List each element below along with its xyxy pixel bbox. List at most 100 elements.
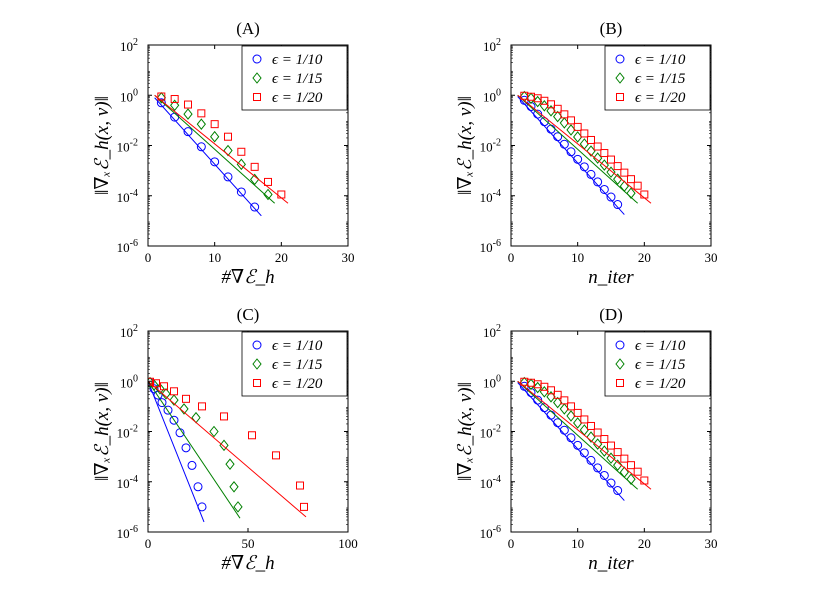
- data-point-square: [607, 155, 615, 164]
- data-point-diamond: [223, 144, 233, 157]
- data-point-square: [264, 177, 272, 186]
- y-tick-exponent: 2: [496, 37, 501, 48]
- y-tick-base: 10: [480, 476, 493, 491]
- y-tick-base: 10: [117, 190, 130, 205]
- data-point-diamond: [170, 99, 180, 112]
- y-tick-base: 10: [117, 140, 130, 155]
- data-point-diamond: [613, 173, 623, 185]
- data-point-square: [560, 110, 569, 119]
- x-tick-label: 0: [508, 250, 515, 265]
- y-tick-exponent: -2: [493, 138, 501, 149]
- y-tick-exponent: -2: [493, 424, 501, 435]
- data-point-diamond: [225, 458, 235, 470]
- y-tick-base: 10: [480, 526, 493, 541]
- data-point-square: [296, 481, 304, 490]
- y-tick-base: 10: [483, 39, 496, 54]
- data-point-diamond: [229, 480, 239, 493]
- legend-box: [241, 331, 348, 397]
- legend-marker-square: [253, 379, 261, 387]
- data-point-circle: [193, 482, 203, 492]
- data-point-circle: [593, 177, 603, 187]
- data-point-circle: [187, 460, 197, 470]
- y-tick-exponent: 0: [133, 87, 138, 98]
- y-tick-base: 10: [120, 325, 133, 340]
- y-tick-exponent: -2: [130, 138, 138, 149]
- series-square-line: [517, 94, 652, 204]
- y-tick-label: 10-6: [117, 238, 138, 255]
- data-point-square: [573, 408, 582, 417]
- data-point-diamond: [619, 180, 629, 193]
- x-tick-label: 20: [638, 536, 651, 551]
- data-point-diamond: [250, 173, 260, 186]
- legend-label: ϵ = 1/20: [272, 90, 323, 106]
- y-tick-base: 10: [480, 240, 493, 255]
- y-tick-label: 10-4: [480, 188, 501, 205]
- data-point-diamond: [191, 411, 201, 424]
- data-point-circle: [539, 117, 549, 127]
- data-point-diamond: [149, 379, 159, 391]
- y-tick-exponent: 0: [496, 373, 501, 384]
- legend-marker-circle: [252, 54, 262, 64]
- legend-marker-diamond: [252, 72, 262, 84]
- legend-marker-diamond: [615, 72, 625, 84]
- y-tick-base: 10: [120, 39, 133, 54]
- x-tick-label: 30: [705, 250, 718, 265]
- data-point-square: [600, 149, 609, 158]
- data-point-circle: [539, 403, 549, 413]
- data-point-circle: [613, 486, 623, 496]
- data-point-square: [248, 431, 256, 440]
- legend-label: ϵ = 1/10: [635, 52, 686, 68]
- legend-marker-square: [616, 379, 624, 387]
- data-point-square: [593, 428, 602, 437]
- legend-marker-circle: [252, 340, 262, 350]
- x-axis-label: n_iter: [588, 267, 634, 288]
- y-tick-exponent: -4: [130, 188, 138, 199]
- data-point-square: [152, 379, 160, 388]
- panel-title: (C): [237, 305, 260, 324]
- data-point-square: [607, 441, 615, 450]
- data-point-square: [210, 120, 219, 129]
- data-point-square: [277, 190, 286, 199]
- y-tick-base: 10: [117, 476, 130, 491]
- y-tick-exponent: -6: [493, 238, 501, 249]
- x-tick-label: 20: [638, 250, 651, 265]
- data-point-diamond: [619, 466, 629, 479]
- data-point-circle: [599, 470, 609, 480]
- panel-b: (B)0 10 20 3010210010-210-410-6n_iter‖∇ₓℰ_h…: [455, 19, 718, 288]
- legend-label: ϵ = 1/15: [272, 357, 323, 373]
- series-square-line: [148, 380, 307, 518]
- y-tick-label: 100: [483, 373, 501, 390]
- data-point-circle: [223, 172, 233, 182]
- x-tick-label: 10: [571, 250, 584, 265]
- y-axis-label: ‖∇ₓℰ_h(x, v)‖: [455, 96, 476, 195]
- data-point-circle: [573, 154, 583, 164]
- data-point-square: [547, 386, 555, 395]
- data-point-circle: [163, 405, 173, 415]
- data-point-square: [198, 402, 206, 411]
- data-point-square: [613, 162, 622, 171]
- y-tick-base: 10: [483, 89, 496, 104]
- y-tick-exponent: 2: [133, 323, 138, 334]
- y-tick-base: 10: [480, 190, 493, 205]
- data-point-diamond: [161, 388, 171, 400]
- series-diamond-line: [148, 380, 241, 519]
- data-point-diamond: [179, 403, 189, 415]
- legend-marker-square: [616, 93, 624, 101]
- legend-label: ϵ = 1/20: [272, 376, 323, 392]
- y-tick-base: 10: [483, 375, 496, 390]
- y-tick-base: 10: [117, 426, 130, 441]
- data-point-circle: [573, 440, 583, 450]
- data-point-square: [627, 461, 635, 470]
- y-tick-exponent: -6: [130, 524, 138, 535]
- data-point-square: [633, 181, 642, 190]
- data-point-circle: [606, 192, 616, 202]
- data-point-diamond: [183, 108, 193, 120]
- data-point-square: [197, 109, 206, 118]
- series-square-line: [517, 380, 652, 490]
- y-tick-base: 10: [117, 240, 130, 255]
- panel-title: (A): [236, 19, 260, 38]
- x-tick-label: 30: [705, 536, 718, 551]
- legend-label: ϵ = 1/15: [635, 71, 686, 87]
- data-point-square: [600, 435, 609, 444]
